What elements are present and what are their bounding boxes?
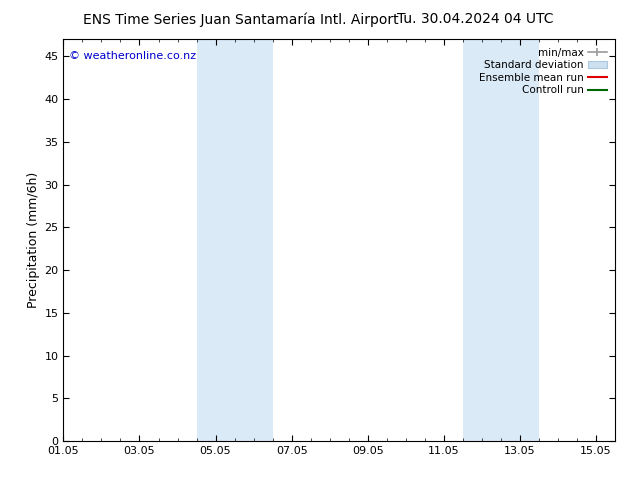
Text: ENS Time Series Juan Santamaría Intl. Airport: ENS Time Series Juan Santamaría Intl. Ai… [83,12,399,27]
Text: Tu. 30.04.2024 04 UTC: Tu. 30.04.2024 04 UTC [398,12,553,26]
Legend: min/max, Standard deviation, Ensemble mean run, Controll run: min/max, Standard deviation, Ensemble me… [476,45,610,98]
Y-axis label: Precipitation (mm/6h): Precipitation (mm/6h) [27,172,40,308]
Bar [463,39,539,441]
Text: © weatheronline.co.nz: © weatheronline.co.nz [69,51,196,61]
Bar [197,39,273,441]
